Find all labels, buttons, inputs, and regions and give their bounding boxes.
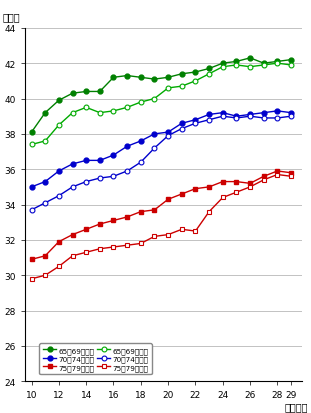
Text: （点）: （点） <box>2 12 20 22</box>
Legend: 65～69歳男子, 70～74歳男子, 75～79歳男子, 65～69歳女子, 70～74歳女子, 75～79歳女子: 65～69歳男子, 70～74歳男子, 75～79歳男子, 65～69歳女子, … <box>39 344 152 374</box>
Text: （年度）: （年度） <box>284 401 308 411</box>
